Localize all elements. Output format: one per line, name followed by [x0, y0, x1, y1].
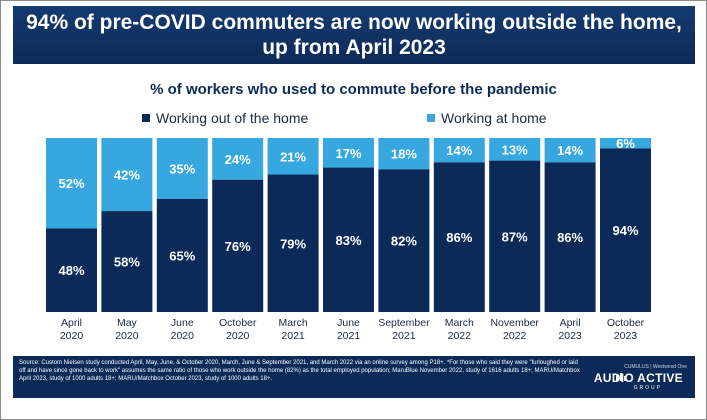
- slide-title-line-2: up from April 2023: [262, 36, 446, 59]
- bar-working-out-7: [433, 162, 485, 312]
- x-tick-year-3: 2020: [226, 330, 250, 342]
- bar-working-out-0: [46, 228, 97, 312]
- x-tick-year-1: 2020: [115, 330, 139, 342]
- x-tick-year-7: 2022: [448, 330, 472, 342]
- x-tick-year-8: 2022: [503, 330, 527, 342]
- legend-label-working-home: Working at home: [441, 110, 547, 126]
- legend-swatch-working-out: [142, 114, 150, 122]
- bar-working-home-9: [544, 138, 596, 163]
- data-label-working-home-9: 14%: [557, 143, 583, 158]
- x-tick-month-0: April: [61, 317, 82, 329]
- logo-parent-brands: CUMULUS | Westwood One: [624, 364, 687, 370]
- data-label-working-home-4: 21%: [280, 149, 306, 164]
- x-tick-month-9: April: [560, 317, 581, 329]
- bar-working-out-5: [323, 167, 374, 312]
- bar-working-out-2: [156, 198, 208, 312]
- source-note: Source: Custom Nielsen study conducted A…: [19, 360, 580, 382]
- x-tick-year-10: 2023: [614, 330, 638, 342]
- footer-bar: Source: Custom Nielsen study conducted A…: [13, 356, 695, 398]
- data-label-working-home-0: 52%: [58, 176, 84, 191]
- data-label-working-out-8: 87%: [502, 229, 528, 244]
- bar-working-out-10: [600, 148, 651, 312]
- x-tick-month-2: June: [171, 317, 194, 329]
- bar-working-home-10: [600, 138, 651, 149]
- data-label-working-home-8: 13%: [502, 142, 528, 157]
- x-tick-month-10: October: [607, 317, 645, 329]
- x-tick-month-8: November: [490, 317, 539, 329]
- data-label-working-out-7: 86%: [446, 230, 472, 245]
- bar-working-out-8: [489, 160, 541, 312]
- data-label-working-home-10: 6%: [616, 136, 635, 151]
- data-label-working-home-7: 14%: [446, 143, 472, 158]
- x-tick-year-0: 2020: [60, 330, 84, 342]
- x-tick-month-7: March: [445, 317, 474, 329]
- bar-working-out-1: [101, 211, 153, 312]
- stacked-bar-chart: 52%48%April202042%58%May202035%65%June20…: [46, 136, 651, 342]
- x-tick-year-2: 2020: [171, 330, 195, 342]
- data-label-working-out-2: 65%: [169, 248, 195, 263]
- bar-working-home-3: [212, 138, 264, 180]
- bar-working-out-9: [544, 162, 596, 312]
- legend-item-working-out: Working out of the home: [142, 110, 308, 126]
- bar-working-home-1: [101, 138, 153, 212]
- data-label-working-home-2: 35%: [169, 161, 195, 176]
- data-label-working-out-4: 79%: [280, 236, 306, 251]
- data-label-working-out-5: 83%: [335, 233, 361, 248]
- data-label-working-out-0: 48%: [58, 263, 84, 278]
- x-tick-month-5: June: [337, 317, 360, 329]
- data-label-working-home-5: 17%: [335, 146, 361, 161]
- bar-working-home-0: [46, 138, 97, 229]
- x-tick-year-6: 2021: [392, 330, 416, 342]
- bar-working-home-8: [489, 138, 541, 161]
- legend-item-working-home: Working at home: [427, 110, 547, 126]
- bar-working-home-4: [267, 138, 319, 175]
- x-tick-year-9: 2023: [558, 330, 582, 342]
- bar-working-home-6: [378, 138, 430, 170]
- data-label-working-home-3: 24%: [225, 152, 251, 167]
- bar-working-out-6: [378, 169, 430, 312]
- legend-label-working-out: Working out of the home: [156, 110, 309, 126]
- chart-subtitle: % of workers who used to commute before …: [150, 81, 557, 98]
- data-label-working-out-1: 58%: [114, 255, 140, 270]
- bar-working-home-2: [156, 138, 208, 199]
- data-label-working-out-10: 94%: [612, 223, 638, 238]
- x-tick-year-5: 2021: [337, 330, 361, 342]
- bar-working-home-7: [433, 138, 485, 163]
- data-label-working-home-6: 18%: [391, 147, 417, 162]
- data-label-working-out-3: 76%: [225, 239, 251, 254]
- x-tick-month-6: September: [378, 317, 430, 329]
- data-label-working-home-1: 42%: [114, 168, 140, 183]
- bar-working-out-4: [267, 174, 319, 312]
- logo-audio-active: AUDIO ACTIVE: [593, 371, 683, 385]
- x-tick-month-3: October: [219, 317, 257, 329]
- bar-working-out-3: [212, 179, 264, 312]
- slide-title-line-1: 94% of pre-COVID commuters are now worki…: [26, 11, 682, 34]
- bar-working-home-5: [323, 138, 374, 168]
- x-tick-month-4: March: [279, 317, 308, 329]
- logo-group: GROUP: [633, 385, 662, 391]
- data-label-working-out-6: 82%: [391, 234, 417, 249]
- audio-wave-icon: [616, 373, 626, 381]
- x-tick-year-4: 2021: [281, 330, 305, 342]
- x-tick-month-1: May: [117, 317, 138, 329]
- data-label-working-out-9: 86%: [557, 230, 583, 245]
- title-banner: 94% of pre-COVID commuters are now worki…: [13, 6, 695, 64]
- legend-swatch-working-home: [427, 114, 435, 122]
